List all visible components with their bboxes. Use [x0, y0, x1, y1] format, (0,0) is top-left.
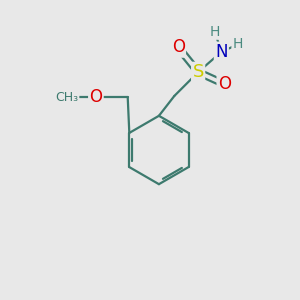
Text: H: H — [210, 25, 220, 39]
Text: N: N — [215, 43, 228, 61]
Text: CH₃: CH₃ — [55, 91, 78, 103]
Text: O: O — [218, 75, 231, 93]
Text: S: S — [193, 63, 204, 81]
Text: H: H — [232, 38, 243, 52]
Text: O: O — [89, 88, 102, 106]
Text: O: O — [172, 38, 185, 56]
